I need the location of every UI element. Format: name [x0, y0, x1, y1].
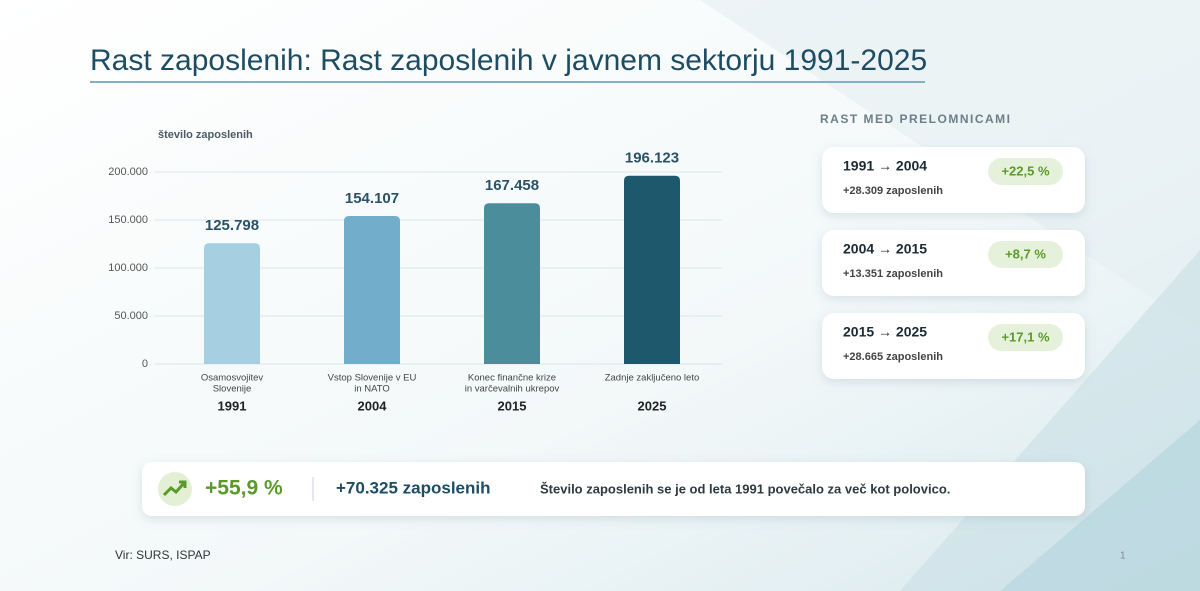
y-axis-label: število zaposlenih	[158, 129, 253, 141]
side-heading: RAST MED PRELOMNICAMI	[820, 112, 1012, 126]
bar	[344, 216, 400, 364]
change-pill	[988, 158, 1063, 185]
y-tick-label: 100.000	[108, 262, 148, 274]
category-description: in varčevalnih ukrepov	[465, 384, 560, 395]
card-change: +8,7 %	[1005, 246, 1046, 261]
trend-icon	[162, 480, 187, 497]
card-change: +17,1 %	[1001, 329, 1050, 344]
x-tick-label: 2004	[358, 398, 388, 413]
y-tick-label: 0	[142, 358, 148, 370]
y-tick-label: 50.000	[114, 310, 148, 322]
page-number: 1	[1120, 551, 1126, 562]
x-tick-label: 2025	[638, 398, 667, 413]
summary-box	[142, 462, 1085, 516]
value-label: 196.123	[625, 150, 679, 167]
source: Vir: SURS, ISPAP	[115, 548, 211, 562]
y-tick-label: 150.000	[108, 214, 148, 226]
summary-count: +70.325 zaposlenih	[336, 478, 491, 497]
value-label: 167.458	[485, 177, 539, 194]
category-description: Slovenije	[213, 384, 252, 395]
summary-change: +55,9 %	[205, 477, 283, 500]
bar	[624, 175, 680, 364]
card-detail: +28.665 zaposlenih	[843, 351, 943, 363]
trend-icon-bg	[158, 472, 192, 506]
card-detail: +13.351 zaposlenih	[843, 268, 943, 280]
trend-icon	[179, 480, 187, 488]
card-period: 2004 → 2015	[843, 241, 927, 257]
change-pill	[988, 324, 1063, 351]
bar	[204, 243, 260, 364]
card-period: 2015 → 2025	[843, 324, 927, 340]
category-description: in NATO	[354, 384, 390, 395]
summary-text: Število zaposlenih se je od leta 1991 po…	[540, 481, 950, 496]
x-tick-label: 1991	[218, 398, 247, 413]
card-change: +22,5 %	[1001, 163, 1050, 178]
value-label: 125.798	[205, 217, 259, 234]
change-pill	[988, 241, 1063, 268]
card-period: 1991 → 2004	[843, 158, 927, 174]
category-description: Zadnje zaključeno leto	[605, 373, 700, 384]
title: Rast zaposlenih: Rast zaposlenih v javne…	[90, 44, 927, 77]
decor	[1000, 420, 1200, 591]
value-label: 154.107	[345, 190, 399, 207]
bar	[484, 203, 540, 364]
y-tick-label: 200.000	[108, 166, 148, 178]
card-detail: +28.309 zaposlenih	[843, 185, 943, 197]
x-tick-label: 2015	[498, 398, 527, 413]
category-description: Konec finančne krize	[468, 373, 556, 384]
category-description: Osamosvojitev	[201, 373, 264, 384]
category-description: Vstop Slovenije v EU	[328, 373, 417, 384]
